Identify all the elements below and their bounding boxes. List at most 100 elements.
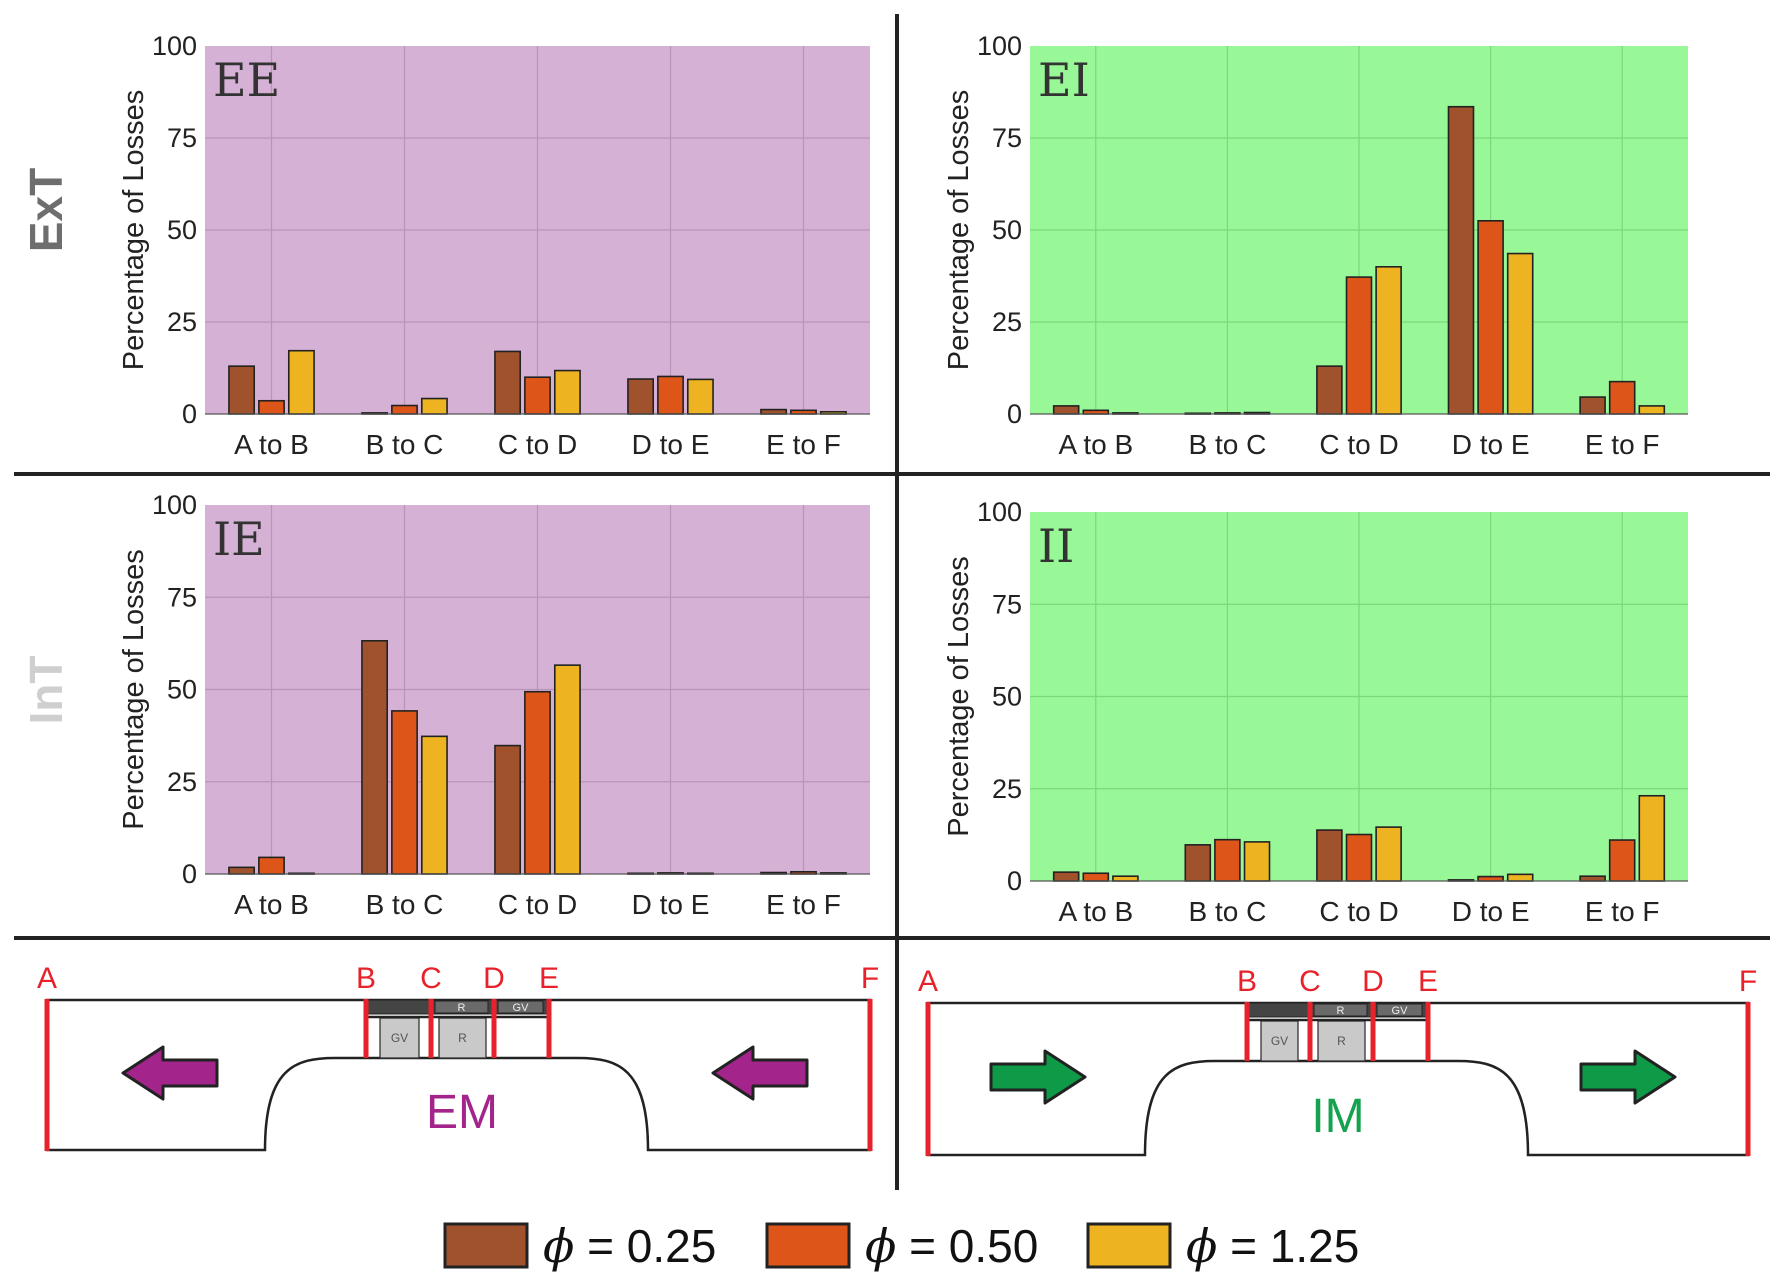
- bar-ii-series1-3: [1477, 875, 1504, 882]
- x-tick-label: B to C: [1188, 429, 1266, 460]
- top-box: [1313, 1003, 1368, 1017]
- legend-swatch: [443, 1222, 529, 1269]
- x-tick-label: E to F: [766, 889, 841, 920]
- y-tick-label: 0: [1007, 866, 1022, 896]
- top-box-label: R: [1337, 1005, 1345, 1017]
- tunnel-outline: [45, 998, 872, 1152]
- y-tick-label: 75: [167, 582, 197, 612]
- chart-panel-ie: 0 25 50 75 100 A to B B to C C to D D to E E to F…: [118, 490, 870, 920]
- bar-ei-series2-2: [1375, 265, 1402, 415]
- schematic-title: IM: [1311, 1090, 1364, 1143]
- x-tick-label: D to E: [632, 889, 710, 920]
- x-tick-label: C to D: [498, 429, 577, 460]
- x-tick-label: D to E: [1452, 896, 1530, 927]
- station-label-a: A: [37, 962, 57, 995]
- station-label-b: B: [1237, 965, 1257, 998]
- bar-ee-series2-1: [420, 397, 448, 415]
- bar-ie-series2-1: [420, 735, 448, 875]
- y-tick-label: 75: [992, 589, 1022, 619]
- x-tick-label: A to B: [1058, 429, 1133, 460]
- x-tick-label: E to F: [1585, 429, 1660, 460]
- equipment-box: [438, 1017, 487, 1059]
- equipment-box-label: GV: [391, 1031, 408, 1045]
- bar-ei-series2-4: [1638, 405, 1666, 415]
- row-label-int: InT: [20, 656, 72, 725]
- x-tick-label: D to E: [1452, 429, 1530, 460]
- chart-panel-ei: 0 25 50 75 100 A to B B to C C to D D to E E to F…: [943, 31, 1688, 460]
- schematics: R GV GV R A B C D E F EM R GV GV R A B C D E F IM: [37, 962, 1757, 1157]
- top-box-label: GV: [513, 1002, 530, 1014]
- bar-ii-series2-0: [1112, 875, 1139, 882]
- equipment-box: [1260, 1020, 1299, 1062]
- legend-entry-2: ϕ = 1.25: [1086, 1219, 1359, 1273]
- panel-label: IE: [213, 512, 265, 566]
- station-label-a: A: [918, 965, 938, 998]
- station-label-f: F: [861, 962, 879, 995]
- y-axis-label: Percentage of Losses: [943, 90, 975, 371]
- legend-label: ϕ = 0.50: [865, 1219, 1038, 1273]
- y-tick-label: 25: [992, 774, 1022, 804]
- bar-ii-series2-1: [1243, 841, 1271, 882]
- bar-ii-series0-0: [1052, 871, 1080, 882]
- tunnel-outline: [926, 1001, 1750, 1157]
- station-label-e: E: [539, 962, 559, 995]
- bar-ee-series2-2: [553, 369, 581, 415]
- bar-ee-series1-0: [258, 399, 285, 415]
- y-tick-label: 0: [182, 859, 197, 889]
- station-label-c: C: [420, 962, 442, 995]
- legend-entry-0: ϕ = 0.25: [443, 1219, 716, 1273]
- y-tick-label: 75: [992, 123, 1022, 153]
- bar-ee-series1-3: [657, 375, 684, 415]
- y-axis-label: Percentage of Losses: [943, 556, 975, 837]
- bar-ii-series2-2: [1375, 826, 1402, 882]
- legend-entry-1: ϕ = 0.50: [765, 1219, 1038, 1273]
- bar-ee-series1-2: [524, 376, 551, 415]
- panel-label: EE: [213, 53, 280, 107]
- bar-ee-series1-1: [391, 404, 418, 415]
- arrow-right-icon: [1579, 1049, 1677, 1105]
- x-tick-label: C to D: [1319, 896, 1398, 927]
- bar-ee-series0-2: [494, 350, 522, 415]
- bar-ii-series1-1: [1214, 838, 1241, 882]
- bar-ie-series0-0: [228, 866, 256, 875]
- bar-ei-series2-3: [1506, 252, 1534, 415]
- bar-ee-series0-0: [228, 365, 256, 415]
- bar-ii-series1-2: [1345, 833, 1373, 882]
- bar-ie-series2-2: [553, 664, 581, 875]
- legend-label: ϕ = 0.25: [543, 1219, 716, 1273]
- chart-panel-ee: 0 25 50 75 100 A to B B to C C to D D to E E to F…: [118, 31, 870, 460]
- station-label-d: D: [1362, 965, 1384, 998]
- bar-ei-series1-3: [1477, 220, 1504, 415]
- legend-label: ϕ = 1.25: [1186, 1219, 1359, 1273]
- y-tick-label: 100: [152, 490, 197, 520]
- bar-ie-series0-1: [361, 639, 389, 875]
- y-tick-label: 100: [977, 31, 1022, 61]
- y-tick-label: 50: [992, 215, 1022, 245]
- top-box: [1376, 1003, 1423, 1017]
- bar-ie-series0-2: [494, 744, 522, 875]
- bar-ii-series0-2: [1316, 829, 1343, 882]
- bar-ii-series2-3: [1506, 873, 1534, 882]
- station-label-d: D: [483, 962, 505, 995]
- bar-ee-series0-3: [627, 378, 655, 415]
- y-tick-label: 75: [167, 123, 197, 153]
- legend: ϕ = 0.25 ϕ = 0.50 ϕ = 1.25: [443, 1219, 1359, 1273]
- x-tick-label: C to D: [498, 889, 577, 920]
- legend-swatch: [765, 1222, 851, 1269]
- legend-swatch: [1086, 1222, 1172, 1269]
- y-tick-label: 100: [977, 497, 1022, 527]
- top-box: [497, 1000, 544, 1014]
- x-tick-label: A to B: [1058, 896, 1133, 927]
- bar-ee-series0-4: [760, 408, 788, 415]
- x-tick-label: B to C: [366, 429, 444, 460]
- x-tick-label: E to F: [766, 429, 841, 460]
- equipment-box-label: R: [458, 1031, 467, 1045]
- schematic-em: R GV GV R A B C D E F EM: [37, 962, 879, 1152]
- bar-ei-series0-3: [1447, 105, 1475, 415]
- bar-ie-series1-0: [258, 856, 285, 875]
- bar-ii-series0-1: [1184, 844, 1212, 882]
- y-tick-label: 25: [167, 307, 197, 337]
- station-label-c: C: [1299, 965, 1321, 998]
- panel-label: EI: [1038, 53, 1090, 107]
- y-tick-label: 0: [182, 399, 197, 429]
